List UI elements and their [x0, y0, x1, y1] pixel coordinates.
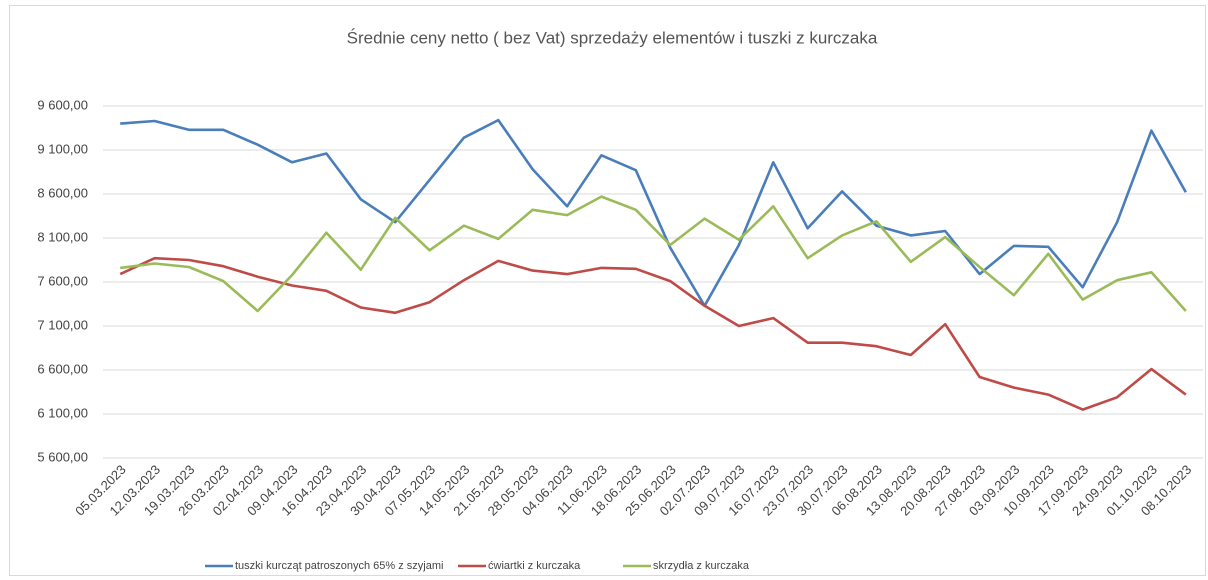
series-line	[120, 195, 1187, 313]
y-tick-label: 6 600,00	[37, 361, 88, 376]
y-tick-label: 7 600,00	[37, 273, 88, 288]
legend-label: ćwiartki z kurczaka	[488, 560, 581, 572]
y-tick-label: 9 100,00	[37, 141, 88, 156]
chart-title: Średnie ceny netto ( bez Vat) sprzedaży …	[347, 28, 878, 47]
series-line	[120, 118, 1187, 308]
legend-label: skrzydła z kurczaka	[653, 560, 750, 572]
y-tick-label: 8 100,00	[37, 229, 88, 244]
y-tick-label: 7 100,00	[37, 317, 88, 332]
y-tick-label: 8 600,00	[37, 185, 88, 200]
legend-label: tuszki kurcząt patroszonych 65% z szyjam…	[235, 560, 443, 572]
y-tick-label: 9 600,00	[37, 97, 88, 112]
y-tick-label: 5 600,00	[37, 449, 88, 464]
series-line	[119, 256, 1187, 411]
y-tick-label: 6 100,00	[37, 405, 88, 420]
